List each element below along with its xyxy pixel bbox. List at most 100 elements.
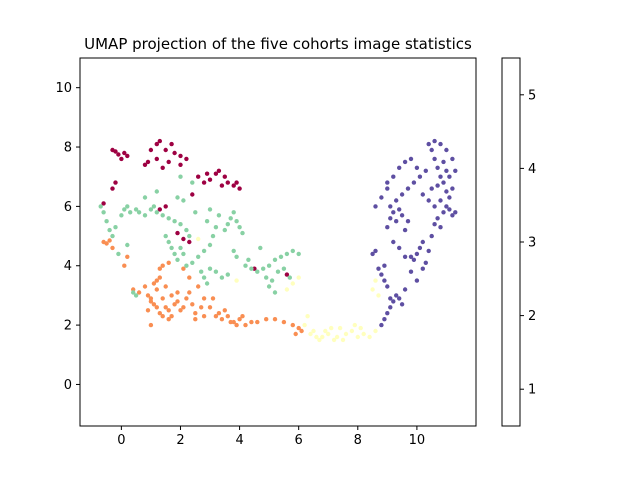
scatter-point — [166, 317, 171, 322]
scatter-point — [255, 319, 260, 325]
scatter-point — [178, 162, 183, 167]
scatter-point — [193, 210, 198, 215]
scatter-point — [190, 302, 195, 307]
scatter-point — [181, 251, 186, 257]
scatter-point — [281, 319, 287, 325]
scatter-point — [284, 251, 290, 257]
scatter-point — [207, 266, 213, 271]
scatter-point — [441, 210, 446, 215]
scatter-point — [175, 230, 180, 236]
scatter-point — [119, 156, 124, 162]
scatter-point — [116, 152, 121, 157]
scatter-point — [414, 165, 420, 170]
scatter-point — [187, 275, 192, 280]
scatter-point — [219, 183, 225, 188]
scatter-point — [172, 219, 177, 224]
scatter-point — [178, 308, 183, 313]
scatter-point — [163, 204, 168, 209]
scatter-point — [423, 168, 428, 173]
scatter-point — [243, 322, 248, 328]
scatter-point — [240, 230, 245, 236]
colorbar-tick-label: 1 — [528, 383, 536, 398]
scatter-point — [163, 233, 168, 239]
scatter-point — [311, 328, 316, 334]
scatter-point — [213, 171, 219, 176]
scatter-point — [157, 311, 162, 316]
scatter-point — [201, 296, 207, 301]
scatter-point — [402, 227, 408, 233]
scatter-point — [175, 257, 180, 262]
scatter-point — [261, 266, 266, 271]
scatter-point — [453, 168, 458, 173]
scatter-point — [438, 141, 443, 147]
scatter-points — [98, 138, 458, 343]
scatter-point — [249, 319, 254, 325]
scatter-point — [382, 263, 387, 268]
x-axis: 0 2 4 6 8 10 — [117, 426, 425, 448]
scatter-point — [207, 207, 213, 212]
scatter-point — [441, 180, 446, 185]
scatter-point — [181, 266, 186, 271]
scatter-point — [379, 322, 384, 328]
scatter-point — [231, 183, 236, 188]
scatter-point — [210, 296, 216, 301]
scatter-point — [426, 141, 431, 147]
scatter-point — [104, 241, 109, 246]
scatter-point — [175, 195, 180, 200]
scatter-point — [213, 225, 219, 230]
scatter-point — [405, 186, 411, 191]
scatter-point — [343, 331, 349, 337]
colorbar-tick-label: 4 — [528, 162, 536, 177]
y-axis: 0 2 4 6 8 10 — [55, 81, 80, 393]
scatter-point — [196, 284, 201, 289]
scatter-point — [296, 275, 301, 280]
scatter-point — [154, 287, 159, 292]
scatter-point — [225, 222, 230, 227]
scatter-point — [145, 293, 151, 298]
scatter-point — [125, 254, 130, 259]
scatter-point — [222, 308, 227, 313]
colorbar-tick-label: 2 — [528, 309, 536, 324]
scatter-point — [142, 195, 148, 200]
scatter-point — [331, 337, 337, 343]
scatter-point — [388, 216, 393, 221]
scatter-point — [399, 213, 405, 218]
scatter-point — [225, 180, 230, 185]
scatter-point — [388, 305, 393, 310]
scatter-point — [184, 263, 189, 268]
scatter-point — [376, 266, 381, 271]
scatter-point — [272, 257, 278, 262]
scatter-point — [107, 227, 112, 233]
scatter-point — [246, 257, 251, 262]
scatter-point — [329, 325, 334, 331]
scatter-point — [101, 210, 106, 215]
scatter-point — [314, 334, 319, 340]
scatter-point — [234, 254, 239, 259]
scatter-point — [169, 293, 174, 298]
scatter-point — [142, 213, 148, 218]
scatter-point — [142, 284, 148, 289]
scatter-point — [125, 153, 130, 159]
scatter-point — [397, 296, 402, 301]
scatter-point — [201, 314, 207, 319]
scatter-point — [391, 174, 396, 179]
scatter-point — [447, 207, 452, 212]
scatter-point — [163, 147, 168, 153]
scatter-point — [196, 254, 201, 259]
scatter-point — [278, 254, 284, 259]
scatter-point — [293, 331, 298, 337]
scatter-point — [166, 239, 171, 245]
scatter-point — [234, 180, 239, 185]
scatter-point — [435, 183, 440, 188]
scatter-point — [169, 314, 174, 319]
scatter-point — [299, 328, 304, 334]
scatter-point — [216, 213, 222, 218]
scatter-point — [391, 239, 396, 245]
scatter-point — [187, 233, 192, 239]
scatter-point — [133, 207, 139, 212]
scatter-point — [234, 219, 239, 224]
scatter-point — [385, 180, 390, 185]
scatter-point — [302, 322, 307, 328]
scatter-point — [417, 174, 423, 179]
